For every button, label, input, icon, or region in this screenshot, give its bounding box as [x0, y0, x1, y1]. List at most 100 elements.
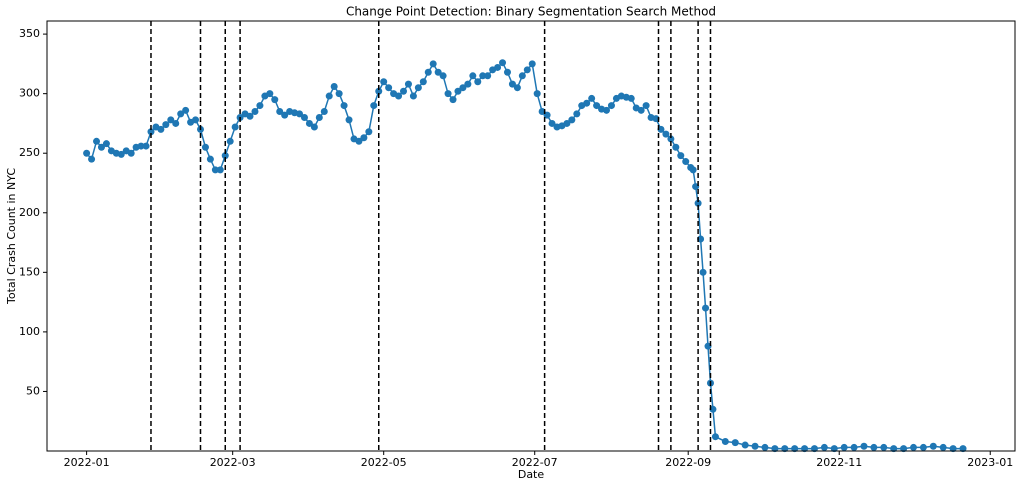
data-point	[296, 110, 304, 118]
data-point	[731, 439, 739, 447]
data-line	[86, 61, 964, 450]
data-point	[667, 135, 675, 143]
data-point	[900, 445, 908, 453]
data-point	[305, 119, 313, 127]
data-point	[479, 72, 487, 80]
data-point	[880, 443, 888, 451]
data-point	[860, 442, 868, 450]
data-point	[340, 102, 348, 110]
data-point	[231, 123, 239, 131]
data-point	[499, 59, 507, 67]
data-point	[201, 143, 209, 151]
data-point	[315, 113, 323, 121]
data-point	[320, 108, 328, 116]
data-point	[216, 166, 224, 174]
data-point	[246, 112, 254, 120]
data-point	[409, 92, 417, 100]
data-point	[459, 84, 467, 92]
data-point	[419, 78, 427, 86]
data-point	[573, 110, 581, 118]
data-point	[741, 441, 749, 449]
data-point	[474, 78, 482, 86]
data-point	[677, 152, 685, 160]
y-tick-label: 150	[19, 265, 40, 278]
data-point	[890, 445, 898, 453]
data-point	[689, 166, 697, 174]
chart-title: Change Point Detection: Binary Segmentat…	[346, 5, 716, 19]
data-point	[439, 72, 447, 80]
data-point	[137, 142, 145, 150]
data-point	[503, 68, 511, 76]
data-point	[444, 90, 452, 98]
data-point	[429, 60, 437, 68]
data-point	[627, 94, 635, 102]
data-point	[919, 443, 927, 451]
data-point	[603, 106, 611, 114]
data-point	[464, 80, 472, 88]
data-point	[281, 111, 289, 119]
data-point	[469, 72, 477, 80]
data-point	[662, 130, 670, 138]
data-point	[682, 158, 690, 166]
data-point	[310, 123, 318, 131]
data-point	[642, 102, 650, 110]
data-point	[449, 96, 457, 104]
data-point	[83, 149, 91, 157]
data-point	[434, 68, 442, 76]
data-point	[157, 125, 165, 133]
x-tick-label: 2022-09	[665, 456, 711, 469]
y-tick-label: 200	[19, 206, 40, 219]
data-point	[820, 443, 828, 451]
data-point	[365, 128, 373, 136]
data-point	[850, 443, 858, 451]
x-tick-label: 2022-03	[210, 456, 256, 469]
data-point	[385, 84, 393, 92]
data-point	[870, 443, 878, 451]
data-point	[93, 137, 101, 145]
data-point	[177, 110, 185, 118]
data-point	[939, 443, 947, 451]
x-tick-label: 2022-05	[361, 456, 407, 469]
data-point	[335, 90, 343, 98]
data-point	[355, 137, 363, 145]
data-point	[699, 268, 707, 276]
data-point	[588, 94, 596, 102]
data-point	[162, 121, 170, 129]
x-tick-label: 2023-01	[967, 456, 1013, 469]
data-point	[672, 143, 680, 151]
data-point	[102, 140, 110, 148]
data-point	[221, 152, 229, 160]
data-point	[325, 92, 333, 100]
data-point	[454, 87, 462, 95]
data-point	[172, 119, 180, 127]
y-tick-label: 100	[19, 325, 40, 338]
data-point	[721, 437, 729, 445]
data-point	[271, 96, 279, 104]
data-point	[533, 90, 541, 98]
data-point	[404, 80, 412, 88]
data-point	[694, 199, 702, 207]
data-point	[494, 63, 502, 71]
y-axis-label: Total Crash Count in NYC	[5, 168, 18, 305]
data-point	[380, 78, 388, 86]
data-point	[424, 68, 432, 76]
y-tick-label: 300	[19, 87, 40, 100]
x-tick-label: 2022-01	[64, 456, 110, 469]
y-tick-label: 250	[19, 146, 40, 159]
data-point	[637, 106, 645, 114]
data-point	[761, 443, 769, 451]
data-point	[593, 102, 601, 110]
data-point	[395, 92, 403, 100]
data-point	[142, 142, 150, 150]
x-tick-label: 2022-07	[512, 456, 558, 469]
data-point	[781, 445, 789, 453]
data-point	[226, 137, 234, 145]
data-point	[840, 443, 848, 451]
data-point	[345, 116, 353, 124]
data-point	[702, 304, 710, 312]
data-point	[97, 143, 105, 151]
data-point	[192, 116, 200, 124]
data-point	[400, 87, 408, 95]
data-point	[182, 106, 190, 114]
